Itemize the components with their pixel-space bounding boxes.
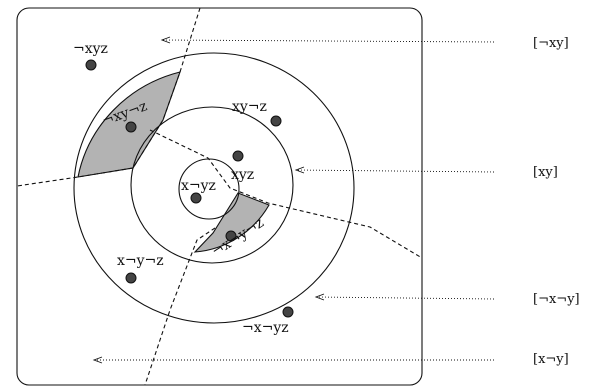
- world-label-xyz: xyz: [231, 167, 254, 183]
- shaded-region-inner: [193, 192, 270, 253]
- pointer-x-y: [294, 166, 495, 174]
- world-point-xnynz: [125, 272, 137, 284]
- outer-sphere: [73, 52, 355, 324]
- world-point-nxyz: [85, 59, 97, 71]
- world-point-nxnynz: [225, 230, 237, 242]
- world-label-nxyz: ¬xyz: [73, 41, 108, 57]
- world-point-xynz: [270, 115, 282, 127]
- class-label-x-y: [xy]: [533, 165, 558, 180]
- pointer-x-ny: [92, 356, 494, 364]
- dashed-boundary-y: [149, 129, 423, 259]
- world-label-xnynz: x¬y¬z: [117, 253, 164, 269]
- world-point-nxynz: [125, 121, 137, 133]
- world-label-xynz: xy¬z: [232, 99, 267, 115]
- dashed-boundary-x: [16, 7, 201, 187]
- outer-frame: [16, 7, 423, 386]
- class-label-x-ny: [x¬y]: [533, 352, 569, 367]
- dashed-boundary-lower: [144, 227, 216, 386]
- world-label-xnyz: x¬yz: [181, 178, 216, 194]
- world-point-nxnyz: [282, 306, 294, 318]
- class-label-nx-y: [¬xy]: [533, 36, 569, 51]
- world-label-nxnyz: ¬x¬yz: [242, 320, 289, 336]
- world-point-xyz: [232, 150, 244, 162]
- world-point-xnyz: [190, 192, 202, 204]
- middle-sphere: [130, 106, 294, 264]
- pointer-nx-y: [160, 36, 495, 44]
- pointer-nx-ny: [314, 293, 495, 301]
- class-label-nx-ny: [¬x¬y]: [533, 292, 580, 307]
